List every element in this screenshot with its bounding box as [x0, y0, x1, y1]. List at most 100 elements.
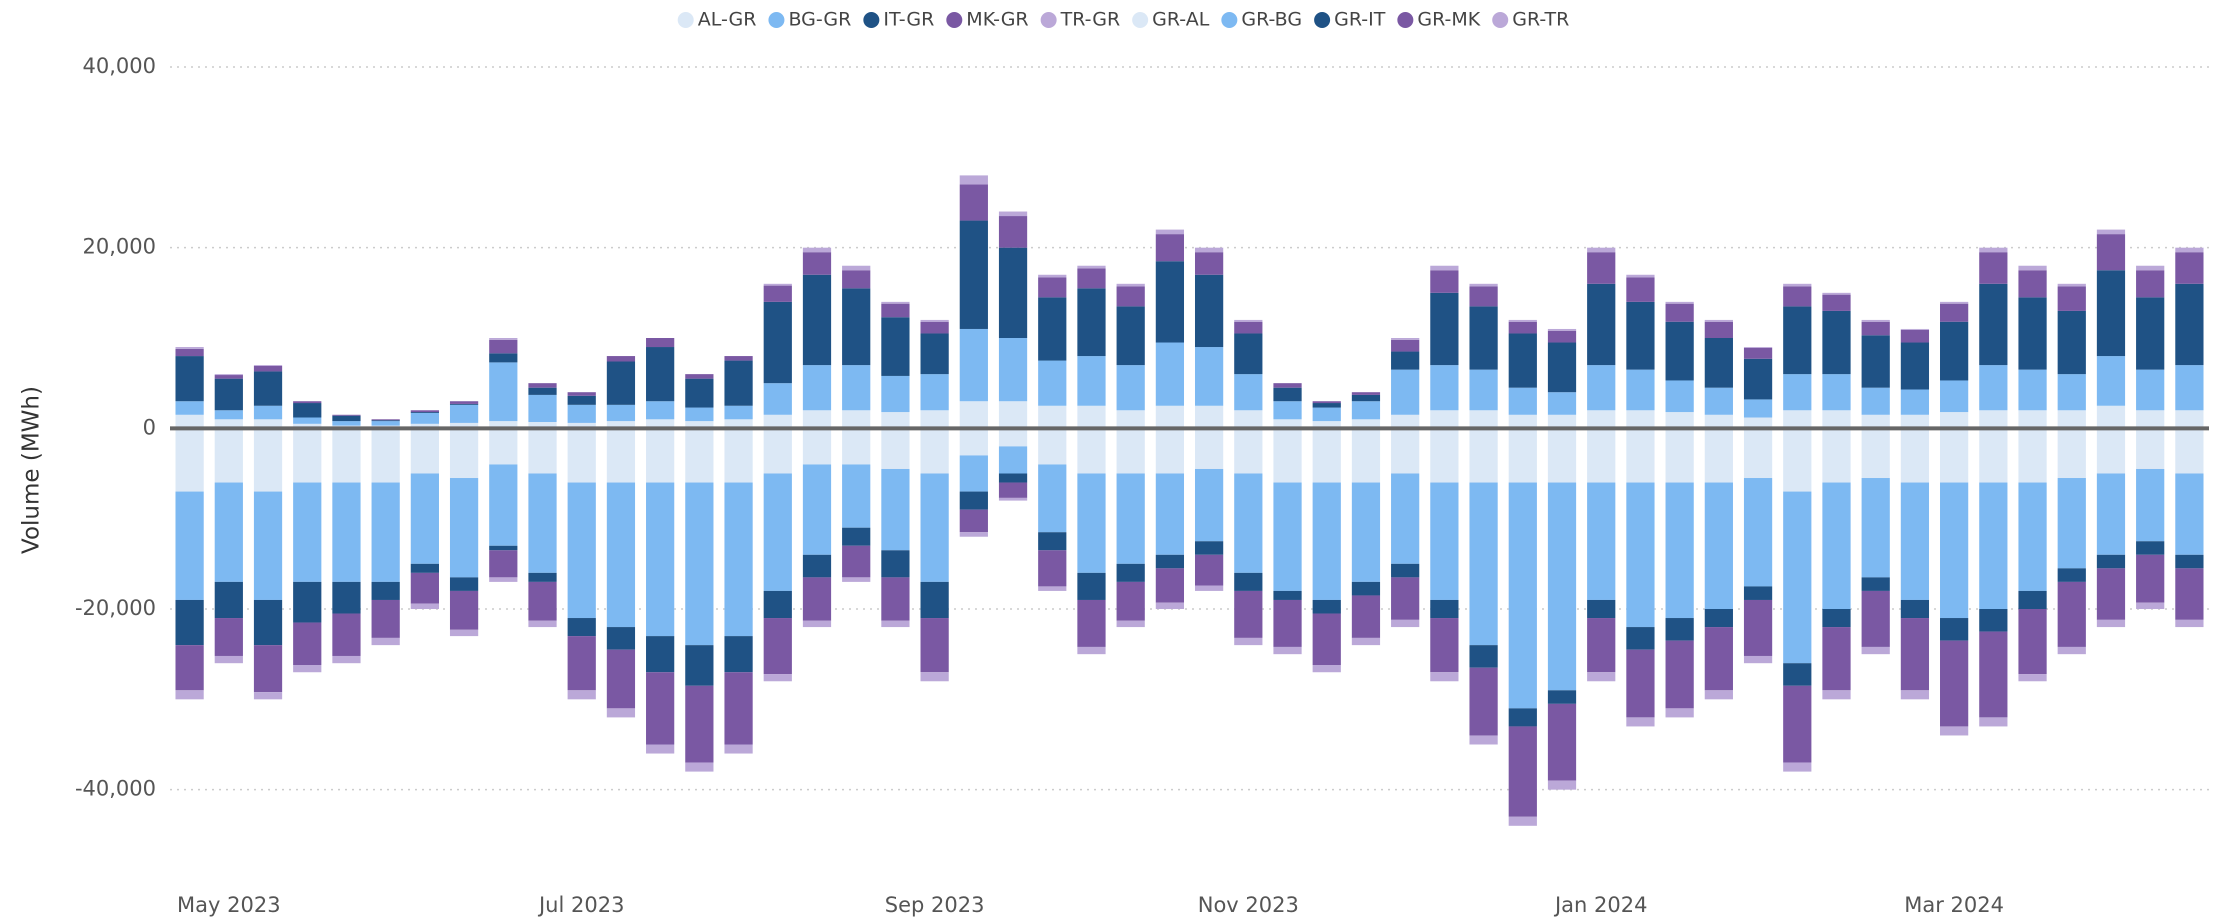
bar-segment [646, 672, 675, 745]
bar-segment [1861, 577, 1890, 591]
bar-segment [1194, 468, 1224, 542]
bar-segment [724, 744, 753, 754]
bar-segment [1077, 265, 1106, 269]
bar-segment [1743, 347, 1773, 348]
bar-segment [1430, 270, 1459, 293]
bar-segment [1704, 482, 1733, 609]
bar-segment [1822, 294, 1851, 311]
bar-segment [724, 482, 753, 637]
bar-segment [724, 419, 753, 429]
x-tick-label: Mar 2024 [1904, 893, 2004, 917]
bar-segment [685, 685, 714, 763]
bar-segment [1273, 401, 1302, 420]
bar-segment [998, 482, 1028, 498]
bar-segment [1469, 667, 1498, 736]
bar-segment [685, 482, 714, 646]
legend-swatch [1040, 12, 1057, 28]
bar-segment [1783, 491, 1812, 664]
bar-segment [881, 550, 910, 578]
bar-segment [646, 338, 675, 348]
bar-segment [881, 577, 910, 621]
bar-segment [2018, 609, 2047, 675]
bar-segment [685, 421, 714, 429]
bar-segment [253, 428, 283, 492]
bar-segment [2018, 674, 2047, 682]
bar-segment [1077, 268, 1106, 289]
bar-segment [1155, 234, 1185, 262]
bar-segment [1822, 410, 1851, 429]
bar-segment [1351, 401, 1381, 420]
bar-segment [1038, 532, 1067, 551]
bar-segment [1312, 613, 1341, 666]
bar-segment [1038, 586, 1067, 591]
bar-segment [1155, 261, 1185, 343]
bar-segment [1626, 627, 1655, 650]
bar-segment [175, 428, 204, 492]
bar-segment [1822, 292, 1851, 295]
bar-segment [1077, 428, 1106, 474]
bar-segment [1469, 410, 1498, 429]
bar-segment [2175, 568, 2204, 620]
bar-segment [1587, 599, 1616, 619]
bar-segment [253, 371, 283, 406]
bar-segment [1077, 599, 1106, 647]
bar-segment [842, 545, 871, 578]
bar-segment [1312, 428, 1341, 483]
bar-segment [567, 690, 596, 700]
bar-segment [1194, 585, 1224, 591]
bar-segment [2175, 428, 2204, 474]
bar-segment [802, 410, 832, 429]
bar-segment [528, 473, 557, 573]
bar-segment [293, 581, 322, 623]
bar-segment [1783, 283, 1812, 287]
bar-segment [175, 491, 204, 600]
bar-segment [1077, 473, 1106, 573]
bar-segment [371, 421, 400, 426]
bar-segment [920, 581, 949, 619]
bar-segment [1861, 414, 1890, 429]
legend-swatch [946, 12, 963, 28]
bar-segment [802, 274, 832, 366]
bar-segment [332, 655, 361, 664]
bar-segment [410, 428, 439, 474]
bar-segment [1391, 369, 1420, 415]
legend-label: IT-GR [883, 9, 934, 31]
bar-segment [1940, 303, 1969, 322]
bar-segment [449, 401, 479, 404]
bar-segment [685, 374, 714, 379]
bar-segment [175, 414, 204, 429]
bar-segment [1704, 428, 1733, 483]
bar-segment [842, 577, 871, 582]
bar-segment [1312, 403, 1341, 408]
bar-segment [371, 428, 400, 483]
bar-segment [1587, 410, 1616, 429]
y-tick-label: 0 [143, 415, 156, 439]
bar-segment [1861, 387, 1890, 415]
bar-segment [685, 407, 714, 422]
bar-segment [1116, 563, 1145, 582]
bar-segment [920, 672, 949, 682]
bar-segment [1861, 319, 1890, 322]
bar-segment [1665, 640, 1694, 709]
bar-segment [802, 365, 832, 411]
bar-segment [1155, 229, 1185, 235]
bar-segment [1979, 631, 2008, 718]
bar-segment [2096, 229, 2126, 235]
bar-segment [1743, 599, 1773, 656]
bar-segment [1547, 482, 1577, 691]
bar-segment [489, 545, 518, 551]
bar-segment [724, 360, 753, 406]
bar-segment [1547, 690, 1577, 704]
bar-segment [1391, 414, 1420, 429]
bar-segment [1234, 319, 1263, 322]
bar-segment [1155, 473, 1185, 555]
bar-segment [1234, 374, 1263, 411]
bar-segment [959, 184, 988, 221]
bar-segment [1508, 726, 1537, 817]
bar-segment [2096, 554, 2126, 569]
bar-segment [2175, 554, 2204, 569]
bar-segment [1077, 646, 1106, 655]
bar-segment [998, 473, 1028, 483]
bar-segment [1038, 464, 1067, 533]
